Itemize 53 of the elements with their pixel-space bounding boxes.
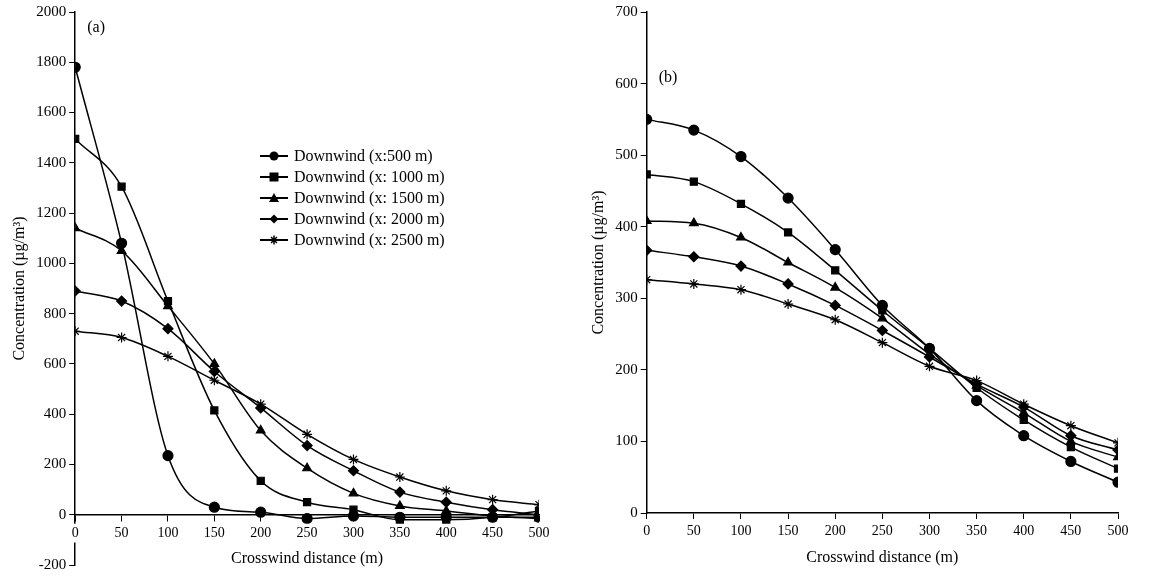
- y-tick-label: 800: [43, 304, 67, 321]
- x-axis-title: Crosswind distance (m): [806, 547, 959, 566]
- x-axis-title: Crosswind distance (m): [231, 549, 384, 568]
- y-tick-label: 100: [615, 432, 638, 449]
- y-tick-label: 400: [615, 217, 638, 234]
- y-tick-label: -200: [38, 555, 67, 572]
- y-tick-label: 2000: [36, 2, 67, 19]
- x-tick-label: 100: [730, 523, 752, 539]
- x-tick-label: 50: [114, 524, 129, 540]
- x-tick-label: 300: [342, 524, 364, 540]
- y-tick-label: 300: [615, 289, 638, 306]
- x-tick-label: 400: [435, 524, 457, 540]
- x-tick-label: 50: [686, 523, 701, 539]
- x-tick-label: 500: [1107, 523, 1129, 539]
- x-tick-label: 350: [966, 523, 988, 539]
- y-tick-label: 700: [615, 2, 638, 19]
- x-tick-label: 0: [643, 523, 651, 539]
- legend-label: Downwind (x: 2000 m): [294, 209, 445, 229]
- x-tick-label: 100: [157, 524, 179, 540]
- x-tick-label: 300: [918, 523, 940, 539]
- y-tick-label: 0: [58, 505, 67, 522]
- y-tick-label: 200: [43, 455, 67, 472]
- y-axis-title: Concentration (µg/m³): [9, 216, 28, 361]
- legend-label: Downwind (x:500 m): [294, 146, 433, 166]
- y-tick-label: 500: [615, 146, 638, 163]
- annotation: (a): [87, 18, 105, 37]
- x-tick-label: 450: [482, 524, 504, 540]
- y-axis-title: Concentration (µg/m³): [588, 190, 607, 335]
- x-tick-label: 400: [1013, 523, 1035, 539]
- legend-label: Downwind (x: 1500 m): [294, 188, 445, 208]
- annotation: (b): [658, 68, 678, 87]
- x-tick-label: 250: [871, 523, 893, 539]
- x-tick-label: 150: [203, 524, 225, 540]
- x-tick-label: 200: [824, 523, 846, 539]
- legend-label: Downwind (x: 1000 m): [294, 167, 445, 187]
- y-tick-label: 200: [615, 360, 638, 377]
- y-tick-label: 0: [630, 503, 638, 520]
- x-tick-label: 0: [71, 524, 79, 540]
- y-tick-label: 600: [615, 74, 638, 91]
- x-tick-label: 250: [296, 524, 318, 540]
- y-tick-label: 1800: [36, 53, 67, 70]
- y-tick-label: 1600: [36, 103, 67, 120]
- x-tick-label: 450: [1060, 523, 1082, 539]
- x-tick-label: 150: [777, 523, 799, 539]
- y-tick-label: 400: [43, 405, 67, 422]
- y-tick-label: 1400: [36, 153, 67, 170]
- y-tick-label: 1000: [36, 254, 67, 271]
- x-tick-label: 200: [250, 524, 272, 540]
- legend-label: Downwind (x: 2500 m): [294, 230, 445, 250]
- x-tick-label: 500: [528, 524, 550, 540]
- y-tick-label: 600: [43, 354, 67, 371]
- x-tick-label: 350: [389, 524, 411, 540]
- y-tick-label: 1200: [36, 204, 67, 221]
